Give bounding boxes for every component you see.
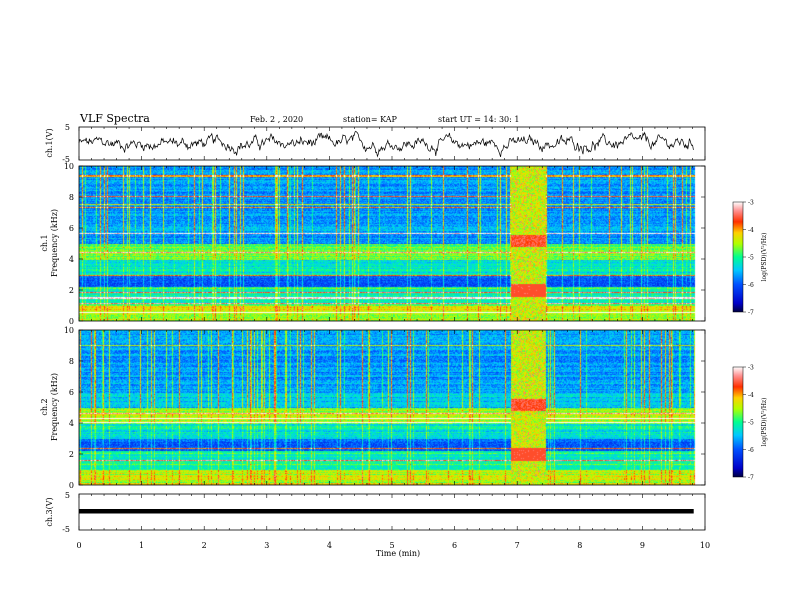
y-tick-label: 0	[69, 317, 74, 326]
ch1-waveform-panel: 5 -5 ch.1(V)	[45, 123, 706, 164]
ch1-waveform-ticks	[78, 127, 706, 160]
ch1-colorbar: -3 -4 -5 -6 -7 log(PSD)(V²/Hz)	[732, 200, 768, 317]
ch1-spec-ylabel-channel: ch.1	[40, 234, 49, 251]
colorbar-tick-label: -6	[748, 447, 754, 454]
x-tick-label: 5	[389, 541, 394, 550]
x-tick-label: 7	[515, 541, 520, 550]
colorbar-tick-label: -4	[748, 227, 754, 234]
ch1-spectrogram-yticklabels: 0 2 4 6 8 10	[64, 162, 705, 326]
ch1-ytick-bottom: -5	[62, 155, 70, 164]
y-tick-label: 6	[69, 388, 74, 397]
colorbar-tick-label: -5	[748, 255, 754, 262]
ch2-colorbar: -3 -4 -5 -6 -7 log(PSD)(V²/Hz)	[732, 365, 768, 482]
x-tick-label: 3	[264, 541, 269, 550]
y-tick-label: 8	[69, 357, 74, 366]
ch2-colorbar-bar	[732, 366, 744, 478]
y-tick-label: 4	[69, 255, 74, 264]
ch2-spectrogram-panel: 0 2 4 6 8 10 ch.2 Frequency (kHz)	[40, 326, 706, 490]
figure-title: VLF Spectra	[79, 112, 150, 125]
x-tick-label: 0	[76, 541, 81, 550]
start-time-label: start UT = 14: 30: 1	[438, 115, 519, 124]
ch3-ytick-top: 5	[65, 491, 70, 500]
x-tick-label: 4	[327, 541, 332, 550]
x-tick-label: 6	[452, 541, 457, 550]
y-tick-label: 10	[64, 326, 74, 335]
ch3-waveform-line	[79, 509, 694, 514]
y-tick-label: 6	[69, 224, 74, 233]
y-tick-label: 10	[64, 162, 74, 171]
ch2-spectrogram-yticklabels: 0 2 4 6 8 10	[64, 326, 705, 490]
ch1-waveform-line	[78, 130, 694, 158]
colorbar-tick-label: -6	[748, 282, 754, 289]
ch1-spectrogram-ticks	[78, 166, 706, 321]
x-axis-label: Time (min)	[376, 549, 420, 558]
y-tick-label: 2	[69, 286, 74, 295]
ch1-spectrogram-panel: 0 2 4 6 8 10 ch.1 Frequency (kHz)	[40, 162, 706, 326]
ch3-waveform-ticks	[78, 494, 706, 530]
colorbar-tick-label: -5	[748, 420, 754, 427]
colorbar-tick-label: -4	[748, 392, 754, 399]
y-tick-label: 4	[69, 419, 74, 428]
colorbar-tick-label: -7	[748, 475, 754, 482]
date-label: Feb. 2 , 2020	[250, 115, 303, 124]
ch2-spec-ylabel-frequency: Frequency (kHz)	[50, 373, 59, 441]
y-tick-label: 8	[69, 193, 74, 202]
x-tick-label: 8	[577, 541, 582, 550]
ch2-spectrogram-ticks	[78, 330, 706, 485]
ch2-colorbar-label: log(PSD)(V²/Hz)	[761, 398, 768, 447]
colorbar-tick-label: -3	[748, 365, 754, 372]
x-tick-label: 9	[640, 541, 645, 550]
ch1-ytick-top: 5	[65, 123, 70, 132]
ch2-colorbar-ticks: -3 -4 -5 -6 -7	[743, 365, 754, 482]
ch3-ylabel: ch.3(V)	[45, 497, 54, 526]
x-tick-labels: 0 1 2 3 4 5 6 7 8 9 10	[76, 541, 710, 550]
ch3-waveform-panel: 5 -5 ch.3(V) 0 1 2 3 4 5 6 7 8 9 10 Time (min)	[45, 491, 710, 558]
ch1-spectrogram-image	[79, 166, 705, 321]
ch1-colorbar-label: log(PSD)(V²/Hz)	[761, 233, 768, 282]
y-tick-label: 2	[69, 450, 74, 459]
y-tick-label: 0	[69, 481, 74, 490]
ch3-ytick-bottom: -5	[62, 525, 70, 534]
ch1-colorbar-bar	[732, 201, 744, 313]
x-tick-label: 10	[700, 541, 710, 550]
ch1-waveform-frame	[78, 126, 706, 161]
x-tick-label: 2	[202, 541, 207, 550]
ch2-spec-ylabel-channel: ch.2	[40, 398, 49, 415]
ch2-spectrogram-image	[79, 330, 705, 485]
ch1-ylabel: ch.1(V)	[45, 128, 54, 157]
ch1-colorbar-ticks: -3 -4 -5 -6 -7	[743, 200, 754, 317]
ch1-spec-ylabel-frequency: Frequency (kHz)	[50, 209, 59, 277]
x-tick-label: 1	[139, 541, 144, 550]
colorbar-tick-label: -3	[748, 200, 754, 207]
colorbar-tick-label: -7	[748, 310, 754, 317]
station-label: station= KAP	[343, 115, 398, 124]
